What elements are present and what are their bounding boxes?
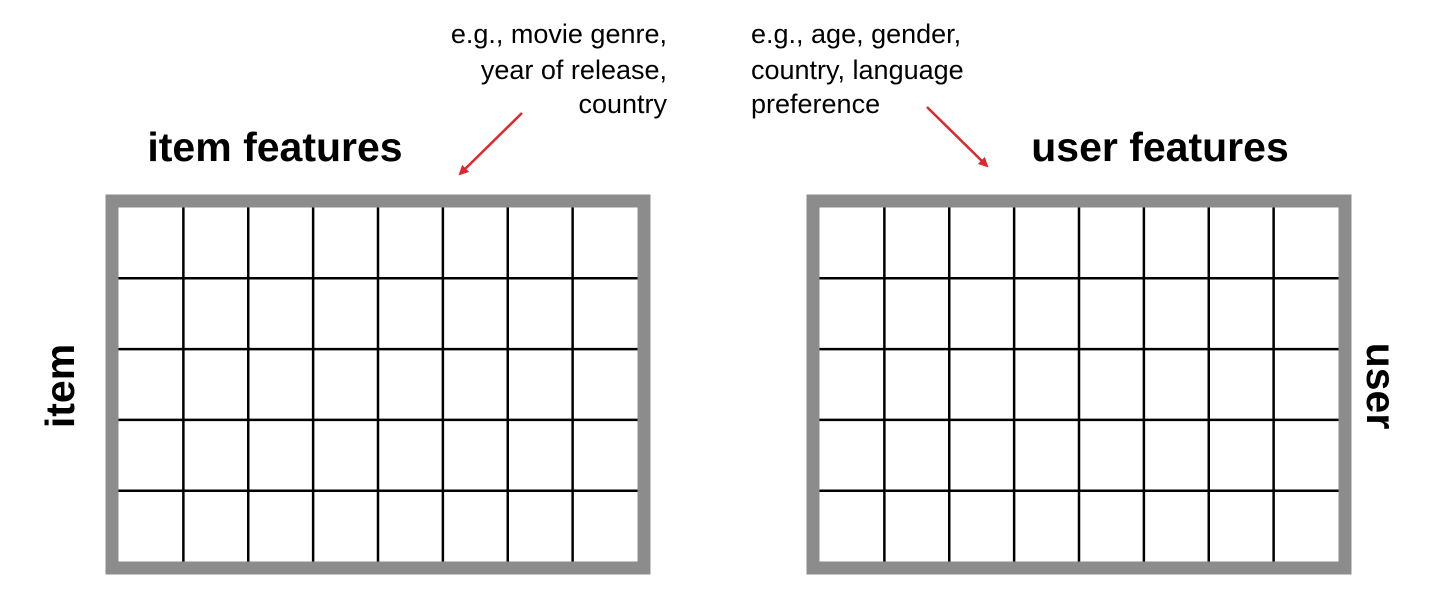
item-feature-matrix — [105, 194, 651, 575]
item-note-line-2: year of release, — [481, 55, 667, 85]
user-features-arrow — [926, 106, 989, 168]
user-features-note: e.g., age, gender, country, language pre… — [751, 19, 964, 119]
user-note-line-2: country, language — [751, 55, 964, 85]
user-note-line-3: preference — [751, 89, 880, 119]
item-note-line-1: e.g., movie genre, — [451, 19, 667, 49]
user-row-label: user — [1358, 343, 1404, 430]
item-note-line-3: country — [578, 89, 667, 119]
item-features-arrow — [458, 112, 523, 176]
user-note-line-1: e.g., age, gender, — [751, 19, 961, 49]
item-row-label: item — [37, 344, 83, 428]
user-features-heading: user features — [1031, 124, 1289, 170]
user-feature-matrix — [806, 194, 1352, 575]
item-features-heading: item features — [147, 124, 402, 170]
item-features-note: e.g., movie genre, year of release, coun… — [451, 19, 668, 119]
